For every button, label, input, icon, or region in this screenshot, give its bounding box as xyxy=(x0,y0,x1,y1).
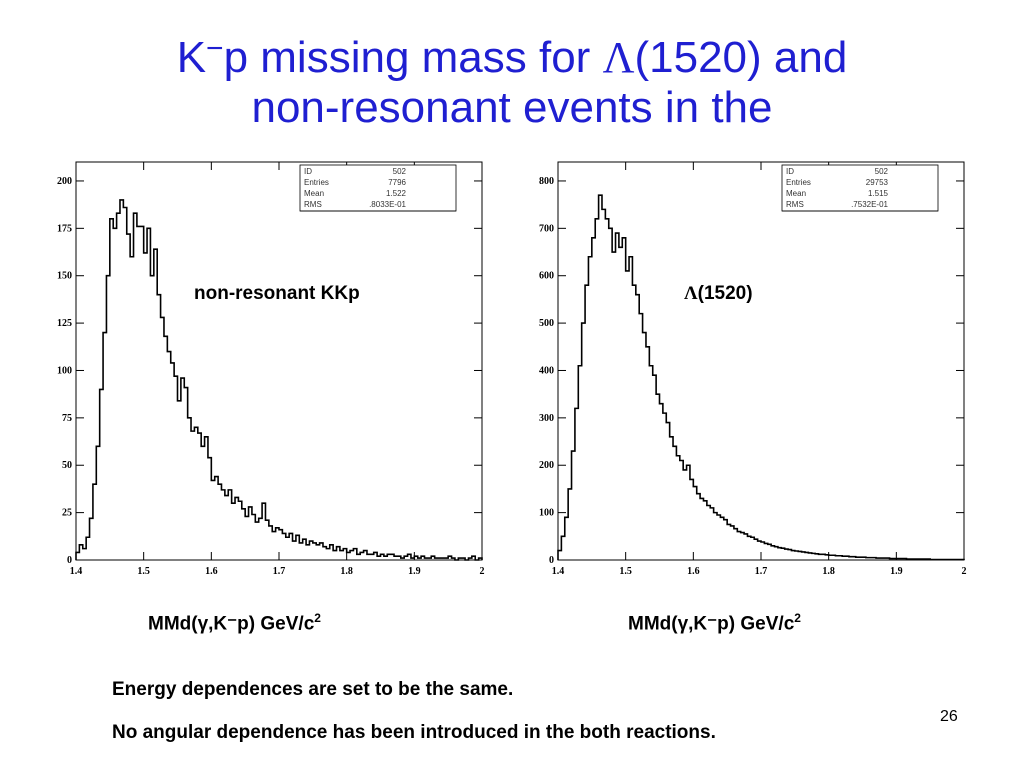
lambda-symbol: Λ xyxy=(684,283,698,304)
stats-value: .7532E-01 xyxy=(851,200,888,209)
y-tick-label: 175 xyxy=(57,223,72,234)
y-tick-label: 0 xyxy=(549,555,554,566)
stats-value: 502 xyxy=(393,167,407,176)
stats-key: Entries xyxy=(304,178,329,187)
x-tick-label: 1.6 xyxy=(205,566,218,577)
y-tick-label: 50 xyxy=(62,460,72,471)
x-tick-label: 1.8 xyxy=(822,566,835,577)
stats-value: 29753 xyxy=(866,178,889,187)
stats-value: .8033E-01 xyxy=(369,200,406,209)
stats-key: ID xyxy=(786,167,794,176)
stats-key: ID xyxy=(304,167,312,176)
x-tick-label: 1.5 xyxy=(619,566,632,577)
y-tick-label: 25 xyxy=(62,508,72,519)
histogram-label: Λ(1520) xyxy=(684,283,753,304)
y-tick-label: 300 xyxy=(539,413,554,424)
title-superscript-minus: − xyxy=(206,32,224,65)
stats-key: Mean xyxy=(786,189,806,198)
y-tick-label: 800 xyxy=(539,176,554,187)
histogram-label-rest: (1520) xyxy=(698,283,753,304)
y-tick-label: 400 xyxy=(539,365,554,376)
histogram-label: non-resonant KKp xyxy=(194,283,360,304)
y-tick-label: 200 xyxy=(57,176,72,187)
x-tick-label: 1.5 xyxy=(137,566,150,577)
stats-key: Entries xyxy=(786,178,811,187)
slide-title-line-1: K−p missing mass for Λ(1520) and xyxy=(0,24,1024,83)
y-tick-label: 600 xyxy=(539,271,554,282)
x-tick-label: 1.4 xyxy=(70,566,83,577)
y-tick-label: 75 xyxy=(62,413,72,424)
title-part-k: K xyxy=(176,33,207,82)
x-tick-label: 2 xyxy=(480,566,485,577)
y-tick-label: 0 xyxy=(67,555,72,566)
y-tick-label: 150 xyxy=(57,271,72,282)
x-axis-label-text: MMd(γ,K⁻p) GeV/c xyxy=(148,613,315,635)
stats-key: Mean xyxy=(304,189,324,198)
histogram-lambda-1520: 0 100 200 300 400 500 600 700 800 1.4 1.5 1.6 1.7 1.8… xyxy=(539,161,967,577)
x-axis-label-right: MMd(γ,K⁻p) GeV/c2 xyxy=(628,611,801,635)
x-axis-label-text: MMd(γ,K⁻p) GeV/c xyxy=(628,613,795,635)
stats-value: 502 xyxy=(875,167,889,176)
stats-value: 7796 xyxy=(388,178,406,187)
histogram-line xyxy=(557,194,965,561)
stats-box xyxy=(781,164,939,212)
x-axis-label-superscript: 2 xyxy=(794,611,801,625)
x-axis-label-left: MMd(γ,K⁻p) GeV/c2 xyxy=(148,611,321,635)
title-part-1520: (1520) and xyxy=(634,33,848,82)
x-axis-label-superscript: 2 xyxy=(314,611,321,625)
x-tick-label: 1.7 xyxy=(273,566,286,577)
slide-title: K−p missing mass for Λ(1520) and non-res… xyxy=(0,24,1024,133)
note-energy-dependence: Energy dependences are set to be the sam… xyxy=(112,679,514,700)
x-tick-label: 1.9 xyxy=(408,566,421,577)
histogram-non-resonant: 0 25 50 75 100 125 150 175 200 1.4 1.5 1.6 1.7 1.8 1.9… xyxy=(57,161,485,577)
y-tick-label: 700 xyxy=(539,223,554,234)
page-number: 26 xyxy=(940,708,958,725)
stats-value: 1.522 xyxy=(386,189,407,198)
stats-key: RMS xyxy=(786,200,804,209)
histogram-line xyxy=(75,199,483,561)
x-tick-label: 1.8 xyxy=(340,566,353,577)
y-tick-label: 500 xyxy=(539,318,554,329)
note-angular-dependence: No angular dependence has been introduce… xyxy=(112,722,716,743)
x-tick-label: 2 xyxy=(962,566,967,577)
y-tick-label: 200 xyxy=(539,460,554,471)
stats-box xyxy=(299,164,457,212)
title-lambda-symbol: Λ xyxy=(602,33,635,82)
y-tick-label: 100 xyxy=(57,365,72,376)
x-tick-label: 1.4 xyxy=(552,566,565,577)
y-tick-label: 100 xyxy=(539,508,554,519)
x-tick-label: 1.6 xyxy=(687,566,700,577)
y-tick-label: 125 xyxy=(57,318,72,329)
stats-value: 1.515 xyxy=(868,189,889,198)
slide-title-line-2: non-resonant events in the xyxy=(251,83,773,132)
x-tick-label: 1.9 xyxy=(890,566,903,577)
title-part-missing-mass: p missing mass for xyxy=(223,33,603,82)
stats-key: RMS xyxy=(304,200,322,209)
plot-frame xyxy=(557,161,965,561)
x-tick-label: 1.7 xyxy=(755,566,768,577)
